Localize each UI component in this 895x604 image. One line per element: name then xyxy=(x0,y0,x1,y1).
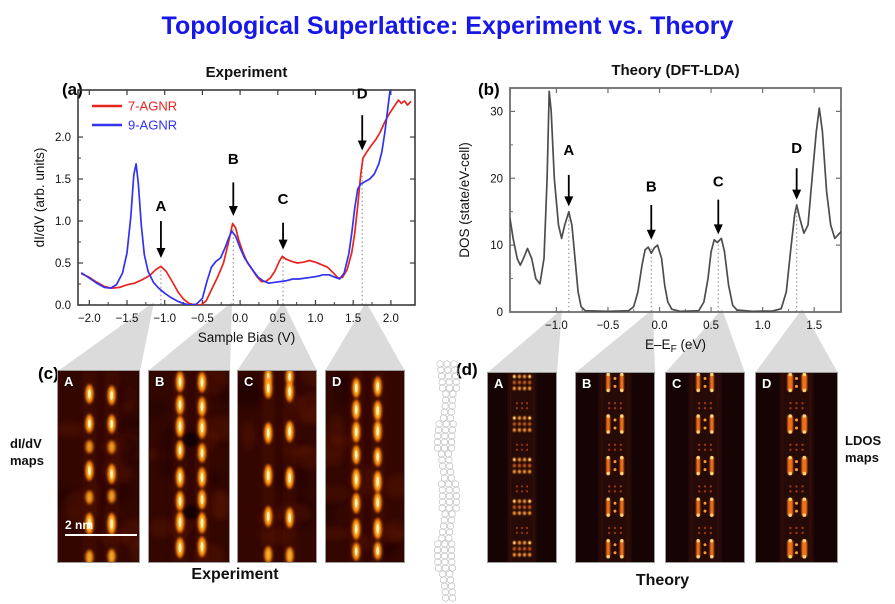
svg-text:0.0: 0.0 xyxy=(232,313,248,325)
svg-text:C: C xyxy=(713,173,724,190)
svg-text:−1.0: −1.0 xyxy=(153,313,176,325)
didv-map-B-letter: B xyxy=(155,374,165,389)
theory-dos-chart: Theory (DFT-LDA) −1.0 −0.5 0.0 0.5 1.0 1.5 0 10 2… xyxy=(457,62,842,355)
series-7-AGNR xyxy=(80,99,412,305)
didv-map-C: C xyxy=(237,370,317,563)
svg-text:A: A xyxy=(563,142,574,159)
svg-text:0.0: 0.0 xyxy=(55,300,71,312)
svg-text:10: 10 xyxy=(490,240,503,252)
marker-lines xyxy=(568,205,798,312)
theory-caption: Theory xyxy=(635,572,690,589)
series-DOS xyxy=(510,90,841,312)
legend: 7-AGNR 9-AGNR xyxy=(92,99,177,133)
svg-text:0: 0 xyxy=(497,307,503,319)
series-curves xyxy=(80,90,412,305)
y-axis-label: dI/dV (arb. units) xyxy=(32,148,47,248)
svg-text:7-AGNR: 7-AGNR xyxy=(128,99,177,114)
svg-text:A: A xyxy=(156,198,167,215)
svg-text:−2.0: −2.0 xyxy=(78,313,101,325)
axis-ticks: −2.0 −1.5 −1.0 −0.5 0.0 0.5 1.0 1.5 2.0 0.0 0.5 1.0… xyxy=(55,90,415,325)
svg-text:0.5: 0.5 xyxy=(270,313,286,325)
panel-c-tag: (c) xyxy=(38,364,59,383)
ldos-map-C: C xyxy=(665,372,745,563)
svg-text:0.5: 0.5 xyxy=(703,320,719,332)
didv-map-D: D xyxy=(325,370,405,563)
svg-text:2.0: 2.0 xyxy=(383,313,399,325)
svg-text:30: 30 xyxy=(490,106,503,118)
axis-ticks: −1.0 −0.5 0.0 0.5 1.0 1.5 0 10 20 30 xyxy=(490,88,841,332)
nanoribbon-structure xyxy=(434,360,460,602)
svg-text:B: B xyxy=(646,179,657,196)
peak-annotations: A B C D xyxy=(156,85,368,258)
experiment-didv-chart: Experiment −2.0 −1.5 −1.0 −0.5 0.0 0.5 1.0 1.5 2.… xyxy=(32,64,416,345)
svg-text:−1.5: −1.5 xyxy=(116,313,139,325)
didv-map-A: A 2 nm xyxy=(57,370,140,563)
didv-map-D-letter: D xyxy=(332,374,342,389)
svg-text:9-AGNR: 9-AGNR xyxy=(128,118,177,133)
svg-text:1.5: 1.5 xyxy=(55,174,71,186)
svg-text:0.0: 0.0 xyxy=(652,320,668,332)
ldos-map-B: B xyxy=(575,372,655,563)
svg-text:1.0: 1.0 xyxy=(307,313,323,325)
svg-text:1.0: 1.0 xyxy=(55,216,71,228)
svg-text:0.5: 0.5 xyxy=(55,258,71,270)
chart-title: Theory (DFT-LDA) xyxy=(611,62,739,79)
chart-title: Experiment xyxy=(206,64,288,81)
page-title: Topological Superlattice: Experiment vs.… xyxy=(161,12,734,40)
svg-text:D: D xyxy=(791,140,802,157)
ldos-map-C-letter: C xyxy=(672,376,682,391)
plot-frame xyxy=(509,87,842,313)
x-axis-label: E–EF (eV) xyxy=(645,337,706,355)
scale-bar: 2 nm xyxy=(65,518,137,536)
scale-bar-line xyxy=(65,533,137,536)
plot-frame xyxy=(77,89,416,306)
marker-lines xyxy=(160,158,363,305)
didv-map-A-letter: A xyxy=(64,374,74,389)
svg-text:2.0: 2.0 xyxy=(55,132,71,144)
series-curves xyxy=(510,90,841,312)
series-9-AGNR xyxy=(80,90,391,305)
y-axis-label: DOS (state/eV-cell) xyxy=(457,142,472,258)
didv-map-B: B xyxy=(148,370,230,563)
peak-annotations: A B C D xyxy=(563,140,802,240)
svg-text:−0.5: −0.5 xyxy=(191,313,214,325)
svg-text:1.0: 1.0 xyxy=(755,320,771,332)
svg-text:20: 20 xyxy=(490,173,503,185)
svg-text:B: B xyxy=(228,151,239,168)
ldos-map-A: A xyxy=(487,372,557,563)
svg-text:C: C xyxy=(278,191,289,208)
ldos-map-D-letter: D xyxy=(762,376,772,391)
didv-maps-label: dI/dV maps xyxy=(10,436,44,468)
ldos-maps-label: LDOS maps xyxy=(845,433,882,465)
ldos-map-A-letter: A xyxy=(494,376,504,391)
ldos-map-D: D xyxy=(755,372,838,563)
didv-map-C-letter: C xyxy=(244,374,254,389)
svg-text:1.5: 1.5 xyxy=(806,320,822,332)
svg-text:1.5: 1.5 xyxy=(345,313,361,325)
svg-text:D: D xyxy=(357,85,368,102)
svg-text:−1.0: −1.0 xyxy=(545,320,568,332)
x-axis-label: Sample Bias (V) xyxy=(198,330,296,345)
panel-d-tag: (d) xyxy=(456,360,478,379)
ldos-map-B-letter: B xyxy=(582,376,592,391)
experiment-caption: Experiment xyxy=(191,566,279,583)
panel-b-tag: (b) xyxy=(478,80,500,99)
svg-text:−0.5: −0.5 xyxy=(597,320,620,332)
